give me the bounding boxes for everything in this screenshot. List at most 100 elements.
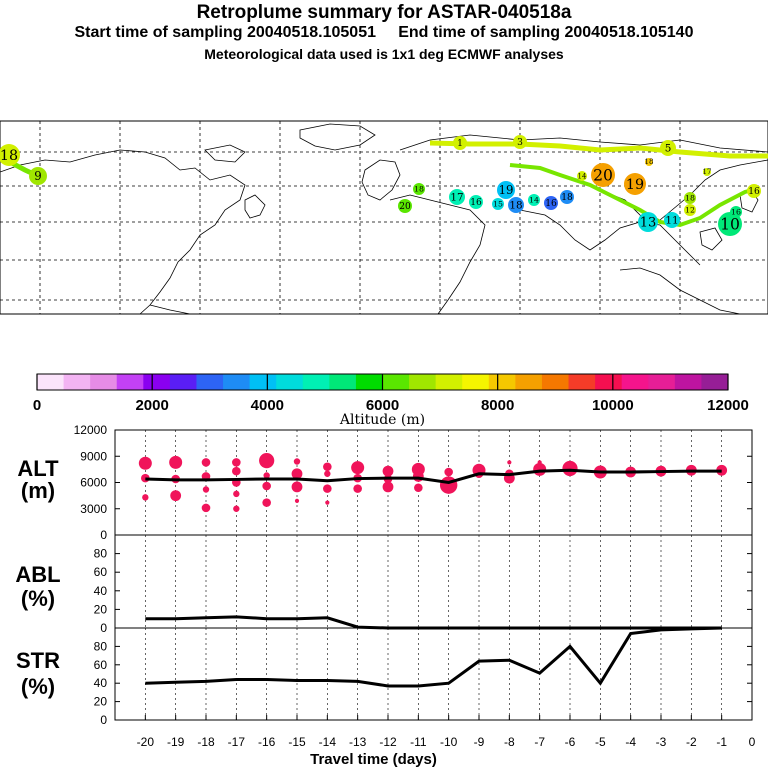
plume-marker [684, 192, 696, 204]
colorbar-swatch [355, 374, 383, 390]
plume-marker [645, 158, 653, 166]
plume-marker-label: 13 [640, 216, 657, 231]
colorbar-swatch [568, 374, 596, 390]
plume-marker [528, 194, 540, 206]
x-tick-label: -3 [656, 735, 667, 749]
plume-marker-label: 18 [561, 193, 573, 203]
panel-0: 0 3000 6000 9000 12000 ALT(m) [17, 423, 753, 542]
colorbar-swatch [196, 374, 224, 390]
colorbar-swatch [63, 374, 91, 390]
plume-marker-label: 12 [685, 206, 695, 215]
altitude-cluster-point [414, 483, 423, 493]
altitude-cluster-point [439, 476, 458, 494]
altitude-cluster-point [202, 486, 210, 493]
colorbar-swatch [329, 374, 357, 390]
plume-marker-label: 20 [593, 166, 613, 184]
y-tick-label: 20 [94, 695, 108, 709]
panel-frame [114, 627, 753, 721]
plume-marker [684, 204, 696, 216]
y-tick-label: 6000 [80, 476, 107, 490]
plume-marker-label: 18 [645, 158, 654, 166]
colorbar-tick-label: 2000 [135, 397, 168, 414]
plume-marker [513, 135, 527, 149]
plume-marker-label: 16 [748, 187, 760, 197]
altitude-cluster-point [169, 455, 183, 469]
x-tick-label: -1 [716, 735, 727, 749]
plume-marker-label: 17 [450, 192, 463, 204]
altitude-cluster-point [294, 498, 300, 503]
plume-marker-label: 20 [399, 202, 411, 212]
altitude-colorbar: 0 2000 4000 6000 8000 10000 12000 Altitude (m) [33, 373, 749, 428]
coastline [204, 144, 246, 163]
plume-marker [29, 167, 47, 185]
altitude-cluster-point [263, 472, 270, 479]
coastline [619, 267, 741, 315]
y-tick-label: 40 [94, 676, 108, 690]
colorbar-swatch [249, 374, 277, 390]
y-tick-label: 0 [100, 621, 107, 635]
x-tick-label: -9 [474, 735, 485, 749]
plume-marker [747, 184, 761, 198]
chart-title: Retroplume summary for ASTAR-040518a [196, 2, 572, 23]
altitude-cluster-point [291, 481, 303, 493]
plume-marker [469, 195, 483, 209]
colorbar-swatch [701, 374, 729, 390]
panel-1: 0 20 40 60 80 ABL(%) [15, 534, 753, 635]
plume-marker [624, 173, 646, 195]
plume-marker [638, 212, 658, 232]
panel-frame [114, 429, 753, 536]
altitude-cluster-point [533, 462, 547, 476]
plume-marker [449, 189, 465, 205]
x-tick-label: -18 [197, 735, 215, 749]
altitude-cluster-point [232, 466, 241, 476]
coastline [244, 194, 266, 219]
altitude-cluster-point [201, 458, 211, 467]
plume-marker [591, 163, 615, 187]
x-tick-label: -2 [686, 735, 697, 749]
colorbar-swatch [169, 374, 197, 390]
altitude-cluster-point [259, 453, 275, 469]
plume-marker [577, 171, 587, 181]
y-tick-label: 60 [94, 658, 108, 672]
panel-label-unit: (%) [21, 674, 55, 699]
colorbar-swatch [276, 374, 304, 390]
sampling-times: Start time of sampling 20040518.105051 E… [74, 24, 694, 41]
x-tick-label: -17 [228, 735, 246, 749]
plume-marker-label: 14 [578, 172, 587, 180]
colorbar-tick-label: 10000 [592, 397, 634, 414]
colorbar-swatch [648, 374, 676, 390]
colorbar-swatch [435, 374, 463, 390]
met-data-note: Meteorological data used is 1x1 deg ECMW… [204, 46, 564, 62]
colorbar-swatch [302, 374, 330, 390]
y-tick-label: 3000 [80, 502, 107, 516]
x-tick-label: -14 [319, 735, 337, 749]
plume-marker [544, 196, 558, 210]
colorbar-tick-label: 4000 [251, 397, 284, 414]
plume-marker-label: 18 [414, 185, 424, 194]
altitude-cluster-point [170, 490, 182, 502]
plume-marker-label: 17 [703, 168, 712, 176]
colorbar-swatch [409, 374, 437, 390]
altitude-cluster-point [262, 481, 271, 491]
plume-marker [453, 136, 467, 150]
altitude-cluster-point [262, 498, 271, 507]
plume-track-segment [429, 140, 768, 159]
plume-marker [560, 190, 574, 204]
coastline [0, 149, 246, 315]
plume-marker-label: 14 [529, 196, 539, 205]
panel-frame [114, 534, 753, 629]
x-axis-label: Travel time (days) [310, 751, 437, 768]
colorbar-swatch [541, 374, 570, 390]
y-tick-label: 40 [94, 584, 108, 598]
colorbar-swatch [37, 374, 65, 390]
altitude-cluster-point [562, 460, 578, 477]
coastline [389, 194, 486, 315]
x-tick-label: -7 [534, 735, 545, 749]
x-tick-label: -19 [167, 735, 185, 749]
colorbar-tick-label: 8000 [481, 397, 514, 414]
altitude-cluster-point [507, 460, 512, 465]
y-tick-label: 0 [100, 713, 107, 727]
plume-marker [0, 144, 20, 166]
altitude-cluster-point [233, 505, 240, 512]
